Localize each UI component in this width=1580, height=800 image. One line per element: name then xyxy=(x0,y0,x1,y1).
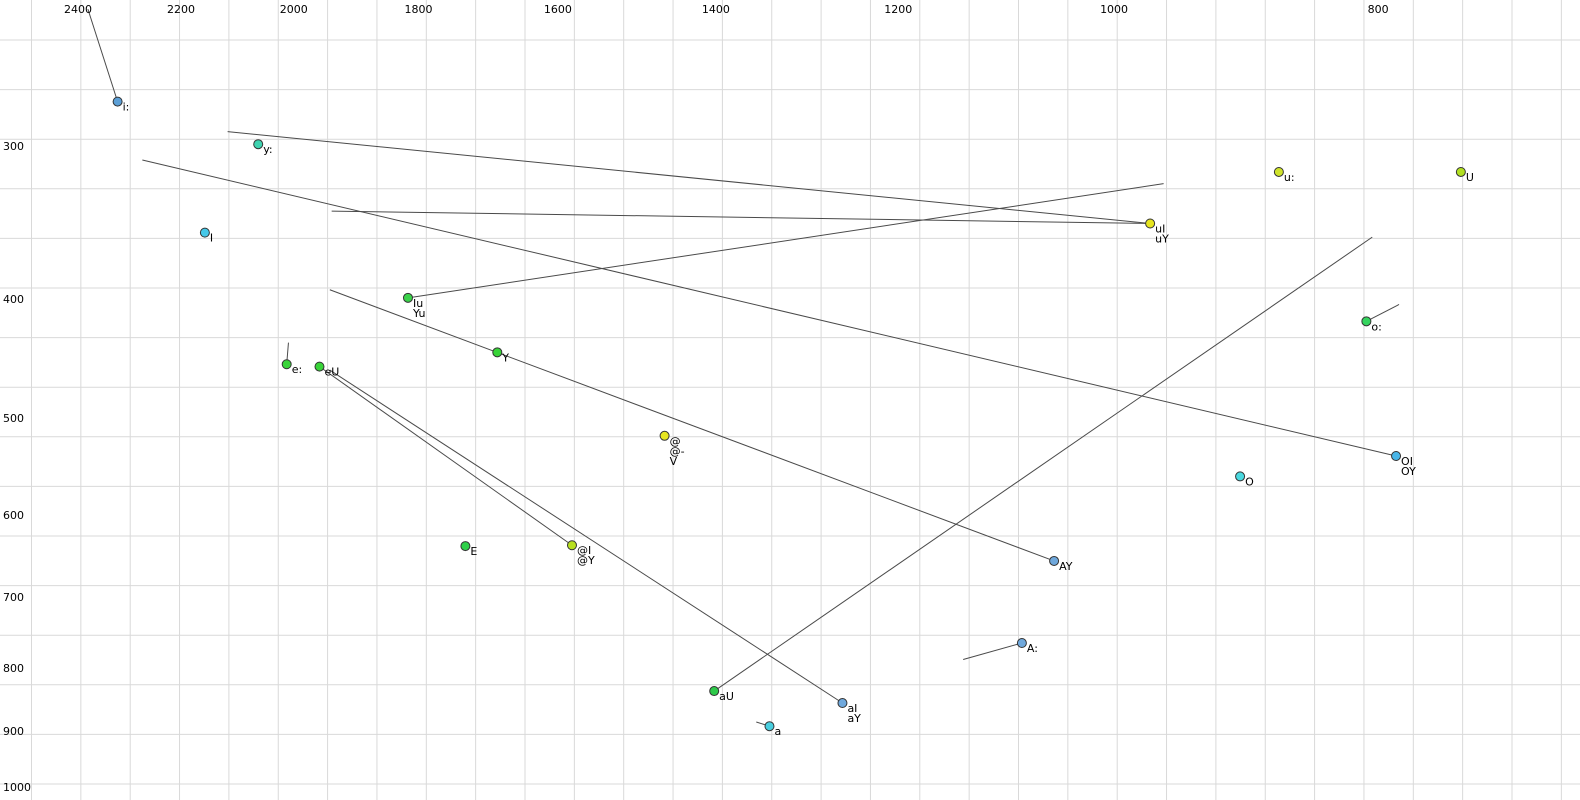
vowel-point xyxy=(1145,218,1156,229)
vowel-point-label: U xyxy=(1466,171,1474,184)
vowel-point xyxy=(1273,166,1284,177)
x-axis-tick-label: 1000 xyxy=(1100,3,1128,16)
vowel-point xyxy=(764,721,775,732)
vowel-point-label: @Y xyxy=(577,554,595,567)
vowel-point xyxy=(1391,450,1402,461)
vowel-point-label: A: xyxy=(1027,642,1038,655)
vowel-point xyxy=(199,227,210,238)
trajectory-line xyxy=(329,289,1055,562)
vowel-point xyxy=(460,541,471,552)
y-axis-tick-label: 700 xyxy=(3,591,24,604)
x-axis-tick-label: 2200 xyxy=(167,3,195,16)
vowel-point xyxy=(837,698,848,709)
vowel-point-label: u: xyxy=(1284,171,1295,184)
vowel-point xyxy=(1361,316,1372,327)
vowel-point-label: i: xyxy=(123,101,130,114)
y-axis-tick-label: 1000 xyxy=(3,781,31,794)
vowel-point-label: V xyxy=(670,455,678,468)
vowel-point xyxy=(112,96,123,107)
y-axis-tick-label: 400 xyxy=(3,293,24,306)
vowel-point-label: E xyxy=(470,545,477,558)
x-axis-tick-label: 2400 xyxy=(64,3,92,16)
x-axis-tick-label: 1400 xyxy=(702,3,730,16)
vowel-point-label: e: xyxy=(292,363,302,376)
trajectory-line xyxy=(87,8,119,102)
vowel-point-label: uY xyxy=(1155,232,1169,245)
vowel-point xyxy=(1049,555,1060,566)
vowel-point-label: O xyxy=(1245,475,1254,488)
trajectory-line xyxy=(713,236,1373,692)
y-axis-tick-label: 900 xyxy=(3,725,24,738)
trajectory-line xyxy=(329,369,843,704)
x-axis-tick-label: 2000 xyxy=(280,3,308,16)
vowel-point-label: a xyxy=(774,725,781,738)
trajectory-line xyxy=(407,183,1164,299)
y-axis-tick-label: 800 xyxy=(3,662,24,675)
vowel-point xyxy=(566,540,577,551)
vowel-point xyxy=(314,361,325,372)
vowel-point xyxy=(402,292,413,303)
y-axis-tick-label: 600 xyxy=(3,509,24,522)
trajectory-line xyxy=(1366,304,1400,322)
x-axis-tick-label: 1200 xyxy=(884,3,912,16)
x-axis-tick-label: 800 xyxy=(1368,3,1389,16)
trajectory-line xyxy=(319,366,573,546)
vowel-point xyxy=(659,430,670,441)
vowel-point-label: y: xyxy=(263,143,272,156)
y-axis-tick-label: 300 xyxy=(3,140,24,153)
vowel-point-label: AY xyxy=(1059,560,1073,573)
vowel-point xyxy=(1455,166,1466,177)
vowel-point-label: Iu xyxy=(413,297,423,310)
vowel-point-label: aI xyxy=(847,702,857,715)
vowel-point-label: aY xyxy=(847,712,861,725)
vowel-point-label: o: xyxy=(1371,320,1381,333)
vowel-point-label: aU xyxy=(719,690,734,703)
trajectory-line xyxy=(142,159,1397,457)
vowel-point xyxy=(1235,471,1246,482)
vowel-point-label: OY xyxy=(1401,465,1416,478)
vowel-point-label: I xyxy=(210,232,213,245)
trajectory-line xyxy=(227,131,1151,224)
x-axis-tick-label: 1600 xyxy=(544,3,572,16)
vowel-point-label: @ xyxy=(670,435,681,448)
vowel-point xyxy=(1016,638,1027,649)
trajectory-line xyxy=(331,210,1151,224)
vowel-point xyxy=(281,359,292,370)
y-axis-tick-label: 500 xyxy=(3,412,24,425)
trajectory-line xyxy=(963,642,1023,660)
vowel-point-label: @I xyxy=(577,544,591,557)
vowel-point-label: @- xyxy=(670,445,685,458)
vowel-point xyxy=(253,139,264,150)
vowel-point-label: OI xyxy=(1401,455,1413,468)
vowel-point xyxy=(709,686,720,697)
vowel-point-label: uI xyxy=(1155,222,1165,235)
vowel-point-label: Y xyxy=(501,351,509,364)
vowel-point xyxy=(492,347,503,358)
vowel-point-label: eU xyxy=(324,366,339,379)
vowel-point-label: Yu xyxy=(412,307,425,320)
x-axis-tick-label: 1800 xyxy=(404,3,432,16)
